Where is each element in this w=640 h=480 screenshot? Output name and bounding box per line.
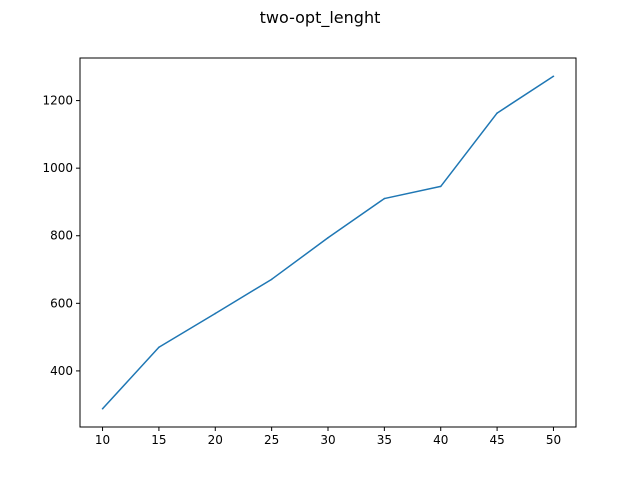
x-tick-label: 10 [95, 433, 110, 447]
x-tick-label: 30 [320, 433, 335, 447]
x-tick-label: 40 [433, 433, 448, 447]
series-line [101, 75, 554, 410]
x-tick-label: 50 [546, 433, 561, 447]
x-tick-label: 35 [377, 433, 392, 447]
y-tick-label: 800 [50, 229, 73, 243]
x-axis: 10 15 20 25 30 35 40 45 50 [95, 427, 561, 447]
chart-title: two-opt_lenght [260, 8, 381, 28]
y-axis: 400 600 800 1000 1200 [42, 94, 80, 378]
data-point [552, 75, 555, 78]
data-point [214, 312, 217, 315]
data-point [270, 278, 273, 281]
data-point [383, 197, 386, 200]
y-tick-label: 1200 [42, 94, 73, 108]
x-tick-label: 20 [208, 433, 223, 447]
data-point [101, 407, 104, 410]
data-point [439, 185, 442, 188]
y-tick-label: 400 [50, 364, 73, 378]
x-tick-label: 15 [151, 433, 166, 447]
y-tick-label: 600 [50, 296, 73, 310]
data-point [327, 236, 329, 239]
series-group [101, 75, 555, 410]
plot-frame [79, 57, 577, 428]
data-point [496, 112, 498, 114]
x-tick-label: 25 [264, 433, 279, 447]
data-point [158, 346, 160, 349]
y-tick-label: 1000 [42, 161, 73, 175]
x-tick-label: 45 [489, 433, 504, 447]
